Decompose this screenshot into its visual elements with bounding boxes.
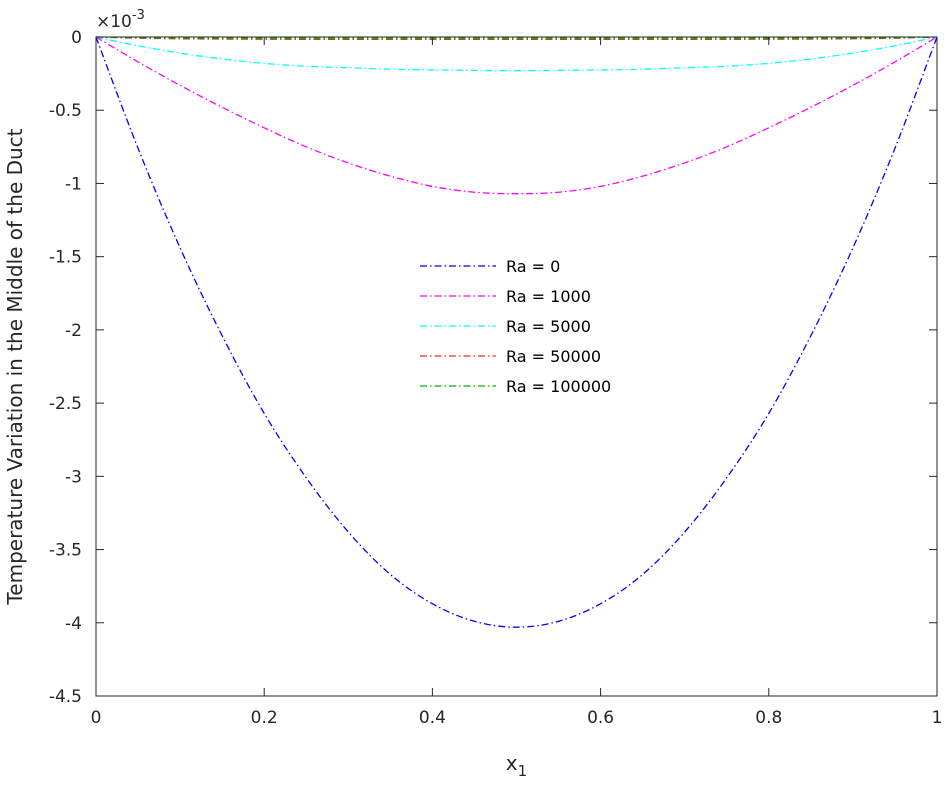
series-line-3	[95, 36, 938, 41]
x-tick-label: 0.2	[251, 708, 278, 728]
x-tick-label: 0	[91, 708, 102, 728]
legend-label: Ra = 5000	[506, 317, 591, 336]
y-tick-label: -4	[65, 614, 82, 634]
y-tick-label: -2.5	[49, 394, 82, 414]
series-lines	[95, 36, 938, 628]
series-line-1	[95, 36, 938, 195]
x-tick-label: 0.8	[755, 708, 782, 728]
y-axis-multiplier: ×10-3	[96, 8, 145, 32]
x-tick-label: 1	[932, 708, 943, 728]
legend-label: Ra = 50000	[506, 347, 601, 366]
y-tick-label: -2	[65, 321, 82, 341]
y-axis-ticks: 0 -0.5 -1 -1.5 -2 -2.5 -3 -3.5 -4 -4.5	[49, 28, 937, 707]
y-tick-label: -3.5	[49, 541, 82, 561]
y-tick-label: -1.5	[49, 248, 82, 268]
y-tick-label: -4.5	[49, 687, 82, 707]
legend-label: Ra = 0	[506, 257, 560, 276]
y-tick-label: -0.5	[49, 101, 82, 121]
y-tick-label: -1	[65, 174, 82, 194]
x-axis-label: x1	[506, 751, 527, 780]
x-tick-label: 0.6	[587, 708, 614, 728]
legend-label: Ra = 100000	[506, 377, 611, 396]
legend: Ra = 0 Ra = 1000 Ra = 5000 Ra = 50000 Ra = 1…	[420, 257, 611, 396]
x-axis-ticks: 0 0.2 0.4 0.6 0.8 1	[91, 37, 943, 728]
x-tick-label: 0.4	[419, 708, 446, 728]
y-tick-label: -3	[65, 467, 82, 487]
axes-box	[95, 36, 938, 697]
series-line-0	[95, 36, 938, 628]
y-axis-label: Temperature Variation in the Middle of t…	[3, 128, 27, 605]
series-line-4	[95, 36, 938, 39]
series-line-2	[95, 36, 938, 72]
y-tick-label: 0	[71, 28, 82, 48]
legend-label: Ra = 1000	[506, 287, 591, 306]
